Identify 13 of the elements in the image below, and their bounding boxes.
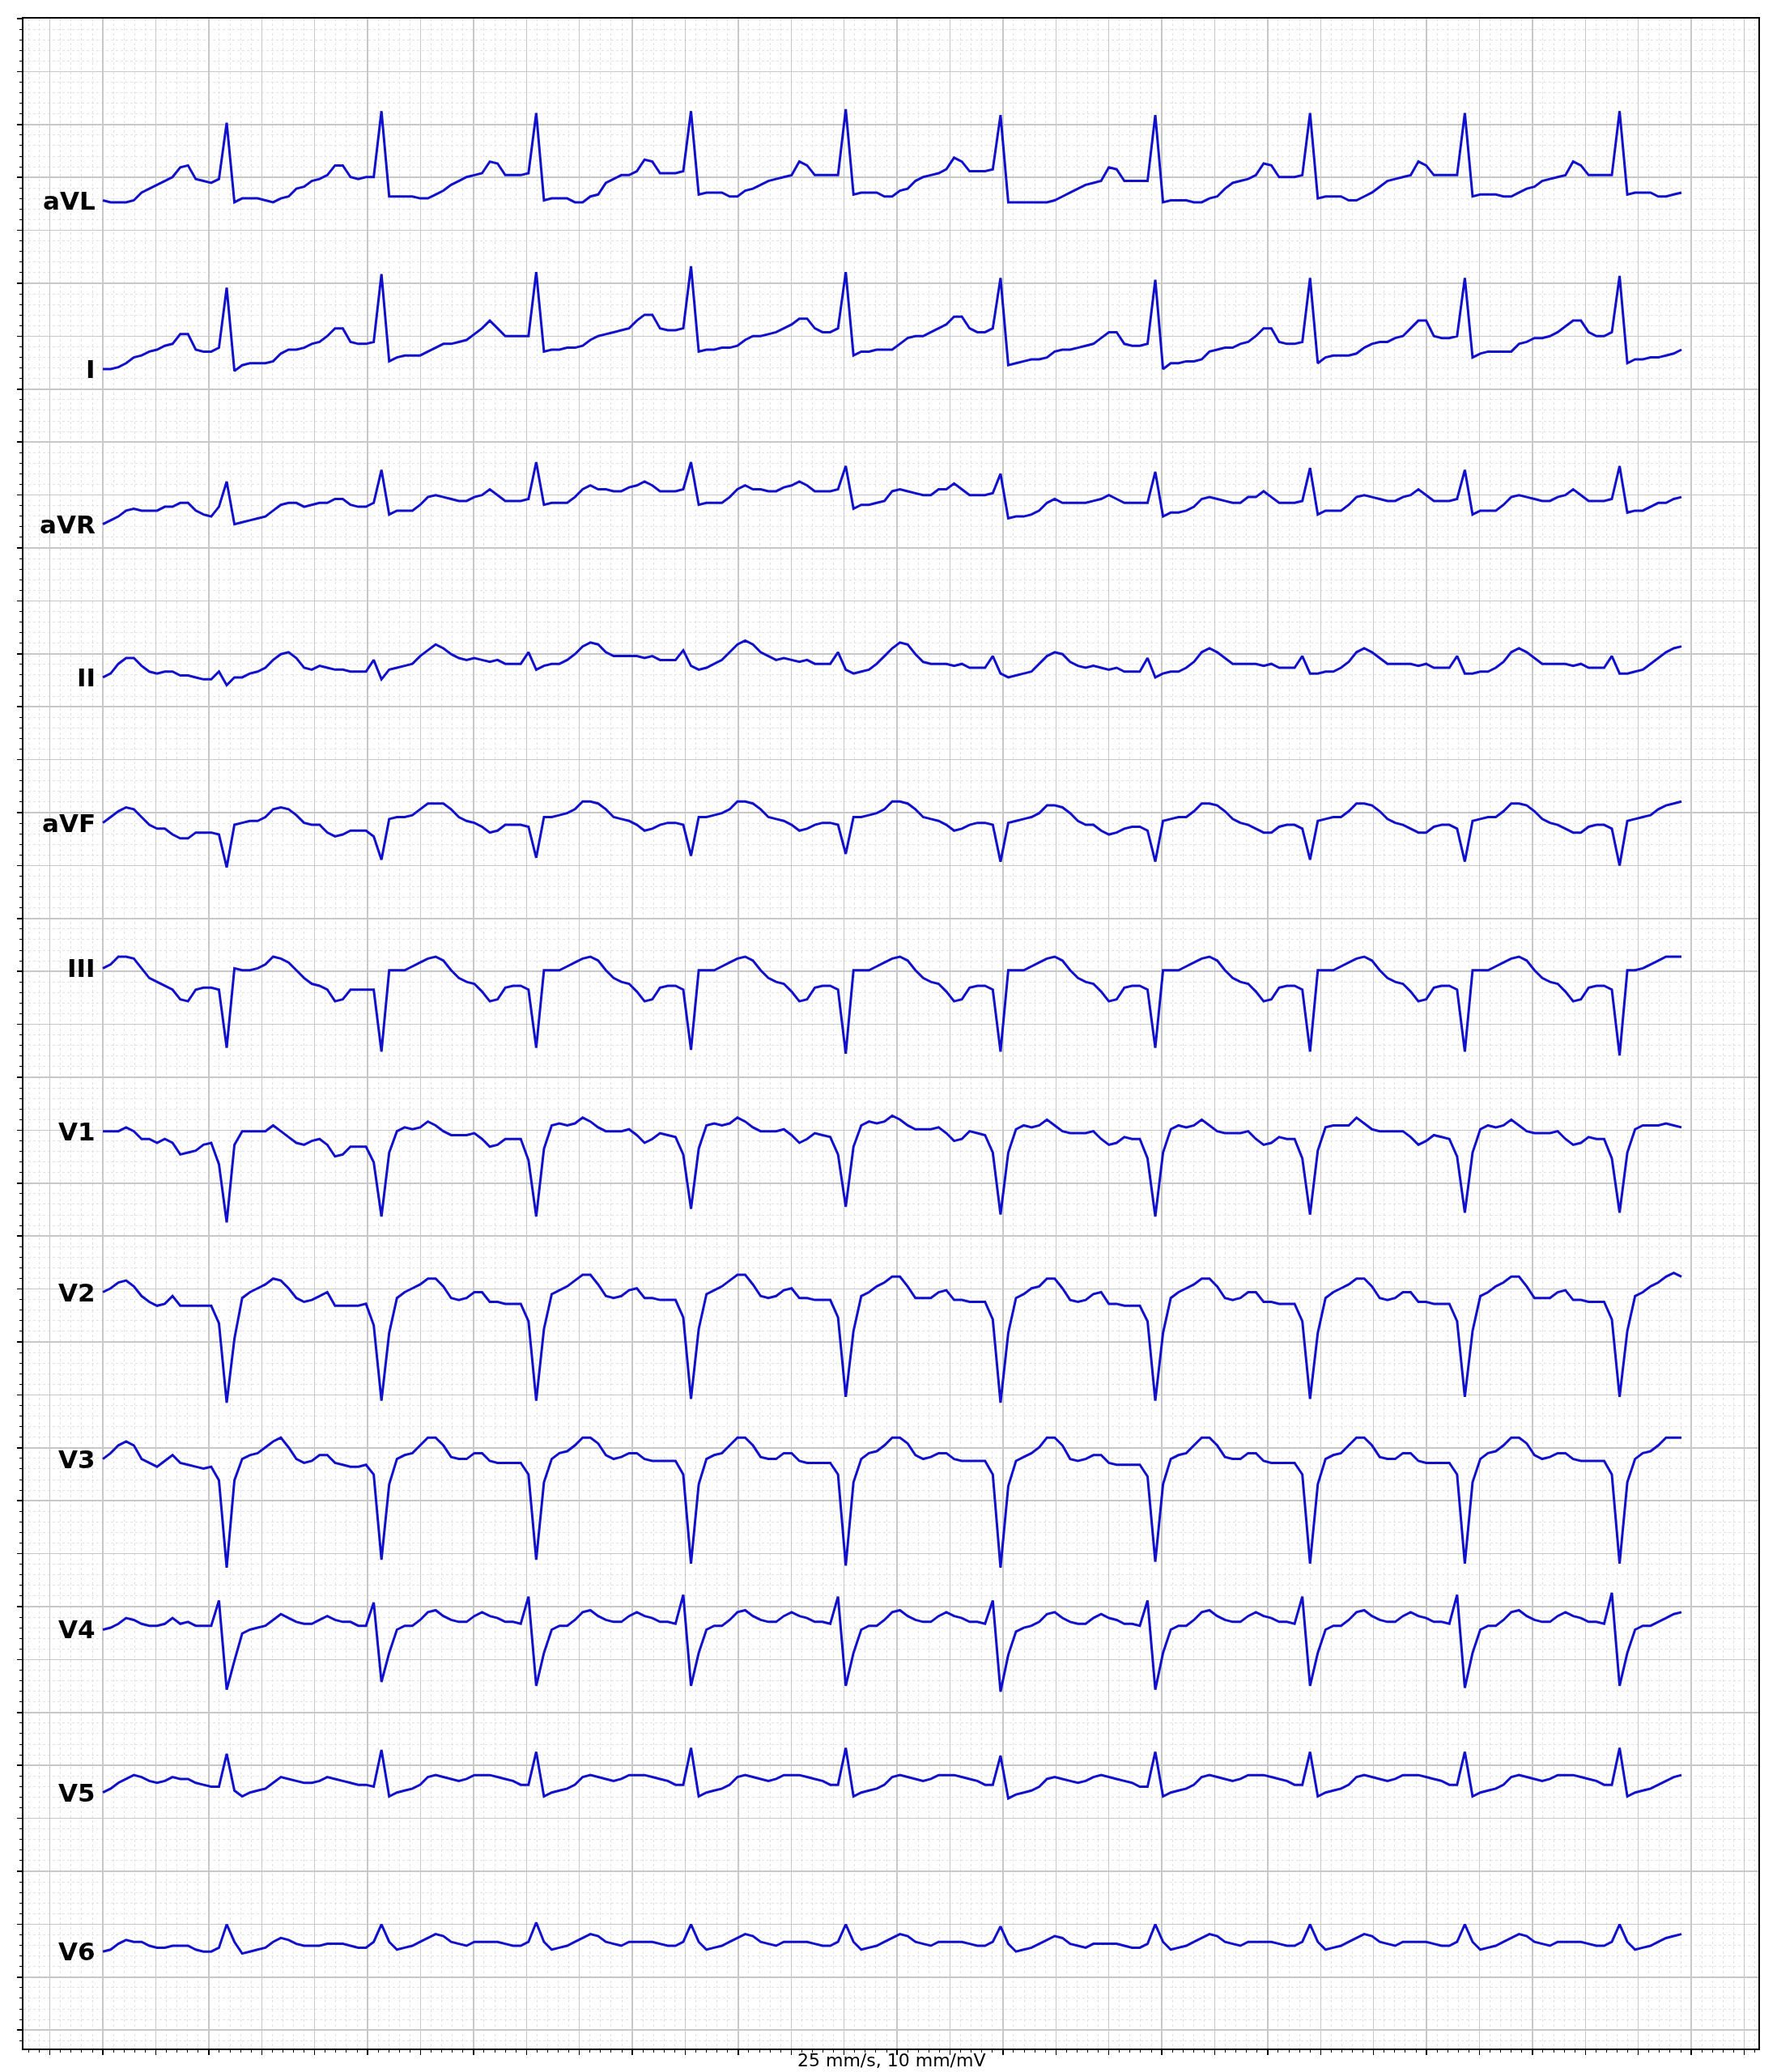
series-label: I [86, 355, 96, 384]
series-label: III [67, 953, 96, 983]
text: 25 mm/s, 10 mm/mV [797, 2050, 986, 2070]
series-label: V6 [58, 1937, 96, 1966]
series-label: aVL [43, 186, 96, 215]
series-label: V4 [58, 1615, 96, 1644]
series-label: aVR [40, 510, 96, 539]
series-label: II [77, 663, 96, 692]
series-label: aVF [42, 809, 96, 838]
series-label: V2 [58, 1278, 96, 1307]
series-label: V3 [58, 1445, 96, 1474]
series-label: V1 [58, 1117, 96, 1146]
series-label: V5 [58, 1778, 96, 1807]
